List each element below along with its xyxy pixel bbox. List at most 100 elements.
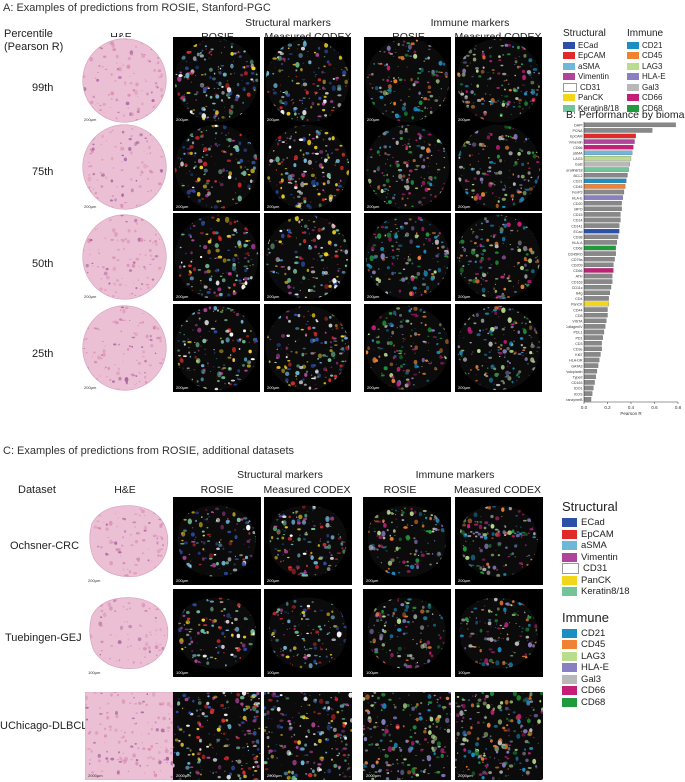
legend-c-item: ECad: [562, 517, 682, 529]
legend-a-item: Gal3: [627, 82, 666, 93]
legend-a-item: CD45: [627, 51, 666, 62]
bar-category-label: PD1: [576, 336, 583, 340]
bar: [583, 391, 593, 396]
bar: [583, 312, 608, 318]
bar-category-label: CD3: [575, 342, 582, 346]
bar-category-label: LAG3: [573, 157, 582, 161]
rosie-immune-image-99th: 200µm: [364, 37, 451, 124]
he-image-25th: 200µm: [81, 304, 168, 392]
x-tick-label: 0.0: [581, 405, 588, 410]
bar: [583, 217, 621, 223]
c-col-codex-structural-header: Measured CODEX: [263, 484, 351, 496]
c-he-image-uchicago: 2000µm: [85, 692, 173, 780]
bar: [583, 279, 613, 284]
c-codex-structural-image-uchicago: 2000µm: [264, 692, 352, 780]
c-col-rosie-immune-header: ROSIE: [383, 484, 417, 496]
bar-category-label: CD8: [575, 314, 582, 318]
legend-a-item: HLA-E: [627, 72, 666, 83]
legend-c-item: CD31: [562, 563, 682, 575]
bar: [583, 368, 598, 374]
bar-category-label: HLA-E: [572, 196, 583, 200]
bar-category-label: CD45RO: [568, 252, 583, 256]
c-rosie-immune-image-tuebingen: 100µm: [363, 589, 451, 677]
bar: [583, 301, 609, 307]
bar: [583, 324, 606, 329]
bar: [583, 352, 601, 357]
legend-c-item: aSMA: [562, 540, 682, 552]
bar: [583, 268, 614, 273]
rosie-structural-image-25th: 200µm: [173, 304, 260, 392]
bar-category-label: BCL2: [574, 174, 583, 178]
bar: [583, 251, 616, 256]
legend-c: Structural ECad EpCAM aSMA Vimentin CD31…: [562, 499, 682, 708]
bar: [583, 178, 627, 184]
c-col-rosie-structural-header: ROSIE: [200, 484, 234, 496]
legend-a-item: LAG3: [627, 61, 666, 72]
group-structural-header: Structural markers: [245, 17, 331, 29]
legend-a-item: CD66: [627, 93, 666, 104]
legend-c-item: LAG3: [562, 651, 682, 663]
rosie-immune-image-50th: 200µm: [364, 213, 451, 301]
bar: [583, 296, 609, 301]
bar-category-label: CD209: [571, 263, 582, 267]
panel-c-title: C: Examples of predictions from ROSIE, a…: [3, 445, 295, 457]
he-image-50th: 200µm: [81, 213, 168, 301]
bar-category-label: PanCK: [571, 303, 583, 307]
bar-category-label: CD4: [575, 297, 582, 301]
c-rosie-structural-image-uchicago: 2000µm: [173, 692, 261, 780]
bar-category-label: EpCAM: [570, 135, 582, 139]
bar-category-label: CD45: [573, 185, 582, 189]
bar: [583, 284, 612, 290]
legend-a-item: ECad: [563, 40, 619, 51]
bar: [583, 380, 595, 385]
legend-c-structural-list: ECad EpCAM aSMA Vimentin CD31 PanCK Kera…: [562, 517, 682, 598]
bar: [583, 363, 599, 368]
bar: [583, 172, 628, 178]
legend-c-item: Keratin8/18: [562, 586, 682, 598]
bar-category-label: CD141: [571, 224, 582, 228]
legend-a-item: CD21: [627, 40, 666, 51]
bar: [583, 385, 594, 391]
bar: [583, 122, 676, 128]
legend-a-item: EpCAM: [563, 51, 619, 62]
codex-structural-image-99th: 200µm: [264, 37, 351, 124]
codex-immune-image-99th: 200µm: [455, 37, 542, 124]
bar-category-label: PDL1: [574, 331, 583, 335]
bar: [583, 374, 596, 380]
c-group-structural-header: Structural markers: [237, 469, 323, 481]
rosie-structural-image-50th: 200µm: [173, 213, 260, 301]
row-label-uchicago: UChicago-DLBCL: [0, 720, 88, 732]
legend-a-item: PanCK: [563, 93, 619, 104]
bar-category-label: CD15: [573, 213, 582, 217]
bar-category-label: VISTA: [572, 319, 583, 323]
x-tick-label: 0.8: [675, 405, 682, 410]
legend-a-immune-list: CD21 CD45 LAG3 HLA-E Gal3 CD66 CD68: [627, 40, 666, 114]
x-tick-label: 0.6: [651, 405, 658, 410]
bar: [583, 340, 602, 346]
bar-category-label: ATH: [576, 275, 583, 279]
legend-a-item: CD68: [627, 103, 666, 114]
legend-c-item: CD45: [562, 639, 682, 651]
codex-structural-image-25th: 200µm: [264, 304, 351, 392]
rosie-structural-image-75th: 200µm: [173, 123, 260, 211]
bar-category-label: Gal3: [575, 163, 583, 167]
c-he-image-tuebingen: 100µm: [85, 589, 173, 677]
row-label-99th: 99th: [32, 82, 54, 94]
c-codex-immune-image-ochsner: 200µm: [455, 497, 543, 585]
bar-category-label: CollagenIV: [566, 325, 583, 329]
bar: [583, 184, 626, 189]
c-codex-immune-image-tuebingen: 100µm: [455, 589, 543, 677]
bar: [583, 200, 622, 206]
bar-category-label: B4g: [576, 291, 582, 295]
c-col-codex-immune-header: Measured CODEX: [454, 484, 541, 496]
pearson-label: (Pearson R): [4, 41, 64, 53]
bar: [583, 318, 607, 324]
legend-c-item: CD68: [562, 697, 682, 709]
bar: [583, 329, 605, 335]
legend-a-item: Vimentin: [563, 72, 619, 83]
c-rosie-structural-image-ochsner: 200µm: [173, 497, 261, 585]
biomarker-bar-chart: DAPIPCNAEpCAMVimentinCD66aSMALAG3Gal3Ker…: [566, 122, 682, 416]
bar: [583, 167, 629, 172]
row-label-ochsner: Ochsner-CRC: [10, 540, 80, 552]
bar: [583, 212, 621, 217]
